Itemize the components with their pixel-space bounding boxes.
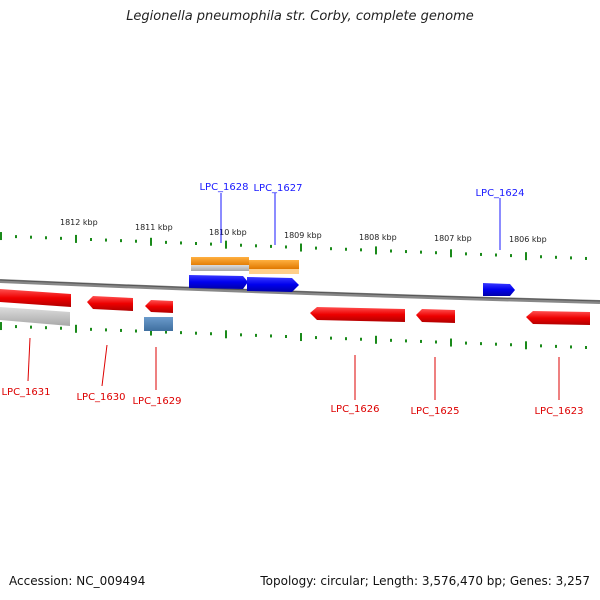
scale-label: 1806 kbp <box>509 235 547 244</box>
cds-feature-lpc1628[interactable] <box>189 275 248 289</box>
scale-ticks-bottom <box>0 322 587 350</box>
accession-text: Accession: NC_009494 <box>9 574 146 588</box>
cds-feature-lpc1630[interactable] <box>87 296 133 311</box>
gene-label-lpc1628[interactable]: LPC_1628 <box>199 182 248 193</box>
genome-backbone <box>0 279 600 304</box>
scale-label: 1811 kbp <box>135 223 173 232</box>
gene-label-lpc1631[interactable]: LPC_1631 <box>1 387 50 398</box>
gene-shadow <box>191 265 249 271</box>
cds-feature-lpc1625[interactable] <box>416 309 455 323</box>
genome-backbone-highlight <box>0 279 600 302</box>
gene-feature[interactable] <box>249 260 299 269</box>
gene-label-lpc1625[interactable]: LPC_1625 <box>410 406 459 417</box>
cds-feature-lpc1627[interactable] <box>247 277 299 292</box>
cds-feature-lpc1626[interactable] <box>310 307 405 322</box>
gene-label-lpc1624[interactable]: LPC_1624 <box>475 188 524 199</box>
genome-summary-text: Topology: circular; Length: 3,576,470 bp… <box>260 574 590 588</box>
gene-label-lpc1630[interactable]: LPC_1630 <box>76 392 125 403</box>
cds-feature-lpc1624[interactable] <box>483 283 515 296</box>
scale-label: 1808 kbp <box>359 233 397 242</box>
pseudo-feature[interactable] <box>0 307 70 326</box>
gene-label-lpc1627[interactable]: LPC_1627 <box>253 183 302 194</box>
leader-line <box>101 344 108 387</box>
rna-feature[interactable] <box>144 317 173 331</box>
gene-feature[interactable] <box>249 269 299 274</box>
scale-ticks-top <box>0 232 587 261</box>
scale-label: 1809 kbp <box>284 231 322 240</box>
cds-feature-lpc1623[interactable] <box>526 311 590 325</box>
gene-feature[interactable] <box>191 257 249 266</box>
gene-label-lpc1629[interactable]: LPC_1629 <box>132 396 181 407</box>
cds-feature-lpc1629[interactable] <box>145 300 173 313</box>
gene-label-lpc1623[interactable]: LPC_1623 <box>534 406 583 417</box>
scale-label: 1807 kbp <box>434 234 472 243</box>
leader-line <box>27 337 31 382</box>
scale-label: 1810 kbp <box>209 228 247 237</box>
gene-label-lpc1626[interactable]: LPC_1626 <box>330 404 379 415</box>
map-title: Legionella pneumophila str. Corby, compl… <box>126 9 474 24</box>
cds-feature-lpc1631[interactable] <box>0 289 71 307</box>
scale-label: 1812 kbp <box>60 218 98 227</box>
